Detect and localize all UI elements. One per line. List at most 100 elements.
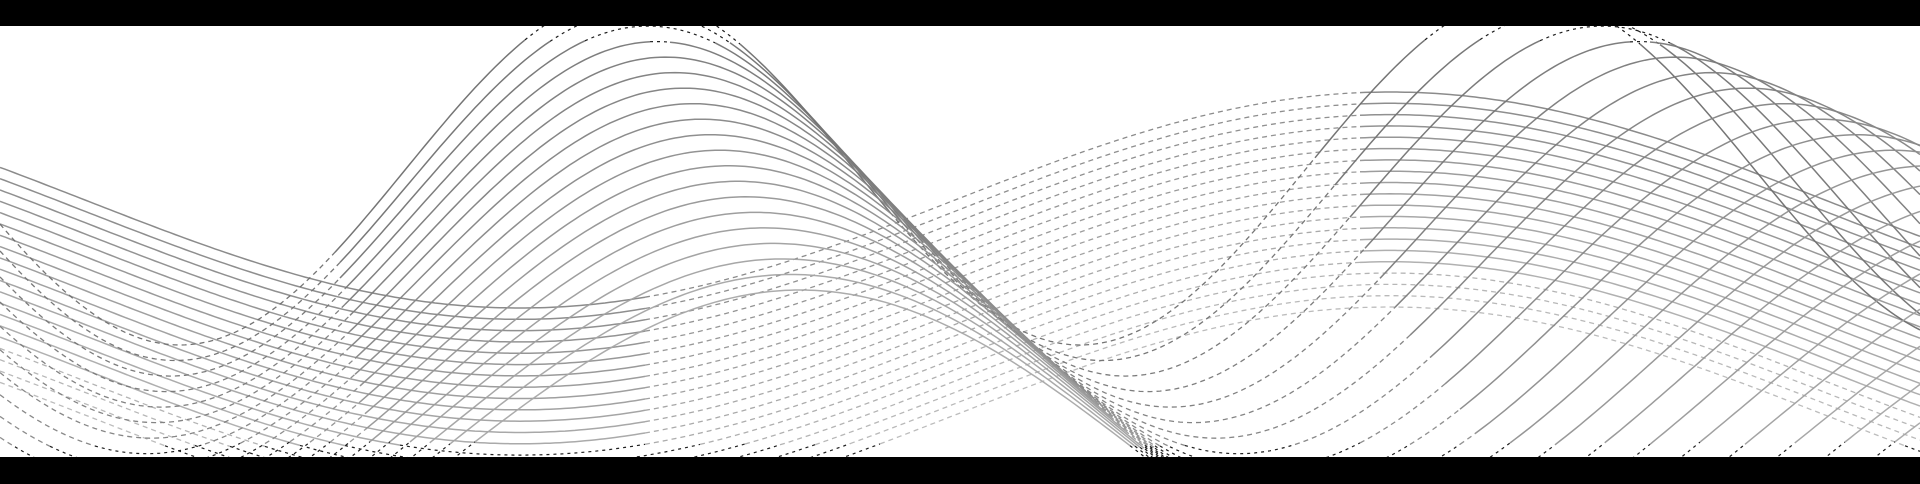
wave-line: [849, 295, 1920, 445]
wave-line: [1359, 170, 1920, 317]
wave-line: [644, 114, 1361, 321]
wave-line: [1359, 159, 1920, 305]
wave-line: [1429, 102, 1920, 359]
wave-line: [0, 250, 341, 362]
wave-line: [1554, 185, 1920, 446]
wave-line: [1604, 210, 1920, 444]
wave-line: [1844, 383, 1920, 443]
wave-line: [349, 87, 981, 332]
wave-line: [0, 370, 196, 447]
wave-line: [389, 227, 1126, 443]
wave-line: [584, 25, 716, 44]
wave-line: [1379, 56, 1920, 279]
wave-line: [1359, 227, 1920, 373]
wave-line: [339, 40, 586, 279]
wave-line: [779, 272, 1920, 446]
wave-line: [1359, 249, 1920, 396]
wave-line: [1359, 102, 1920, 249]
wave-line: [1124, 430, 1146, 448]
wave-line: [1649, 240, 1920, 445]
wave-line: [1184, 443, 1296, 455]
wave-line: [0, 177, 646, 321]
wave-line: [0, 245, 646, 388]
wave-line: [204, 346, 351, 445]
wave-line: [1074, 383, 1151, 447]
wave-line: [0, 303, 346, 408]
wave-line: [359, 149, 1046, 387]
wave-line: [699, 250, 1361, 446]
wave-line: [359, 165, 1061, 403]
wave-line: [1094, 401, 1151, 449]
wave-line: [0, 415, 51, 447]
wave-line: [339, 40, 551, 263]
wave-line: [644, 137, 1361, 344]
wave-line: [0, 279, 646, 422]
wave-line: [979, 293, 1411, 439]
wave-line: [0, 381, 166, 447]
wave-line: [1459, 433, 1476, 445]
top-letterbox-bar: [0, 0, 1920, 26]
wave-line: [0, 330, 351, 439]
wave-line: [289, 385, 361, 443]
wave-line: [1359, 125, 1920, 272]
wave-line: [1744, 308, 1920, 445]
wave-line: [474, 289, 1131, 447]
wave-line: [1409, 408, 1461, 445]
wave-line: [309, 401, 361, 443]
wave-line: [889, 157, 1316, 346]
wave-line: [1359, 383, 1446, 444]
wave-line: [1014, 326, 1171, 448]
wave-line: [1699, 273, 1920, 443]
wave-line: [1904, 445, 1920, 452]
wave-line: [369, 211, 1111, 443]
wave-line: [334, 39, 526, 253]
wave-line: [0, 288, 346, 393]
wave-line: [0, 223, 336, 346]
wave-line: [1359, 147, 1920, 294]
wave-line: [239, 357, 356, 444]
wave-line: [1794, 345, 1920, 444]
wave-line: [354, 133, 1031, 375]
wave-line: [1349, 40, 1541, 218]
wave-line: [644, 148, 1361, 355]
wave-line: [1509, 165, 1920, 444]
wave-line: [1359, 260, 1920, 407]
wave-line: [0, 276, 341, 377]
wave-line: [349, 102, 1001, 348]
wave-line: [644, 91, 1361, 298]
wave-line: [1294, 357, 1431, 446]
wave-line: [1359, 193, 1920, 339]
wave-line: [1359, 215, 1920, 362]
wave-line: [0, 257, 646, 400]
wave-line: [1894, 422, 1920, 443]
wave-line: [714, 42, 921, 240]
wave-line: [344, 40, 651, 290]
wave-line: [0, 189, 646, 332]
wave-line: [0, 234, 646, 377]
wave-line: [1109, 415, 1146, 446]
wave-line: [354, 118, 1016, 359]
wave-line: [744, 261, 1361, 445]
wave-line: [1334, 38, 1481, 186]
wave-line: [364, 180, 1076, 415]
wave-line: [399, 443, 646, 456]
wave-line: [0, 336, 301, 447]
wave-line: [1359, 238, 1920, 385]
wave-line: [1474, 149, 1920, 435]
wave-line: [0, 313, 401, 446]
wave-line: [1359, 136, 1920, 283]
wave-line: [0, 166, 646, 309]
wave-line: [1139, 444, 1146, 450]
wave-line: [0, 268, 646, 411]
wave-line: [1459, 133, 1920, 410]
wave-line: [814, 283, 1920, 446]
wave-line: [344, 56, 951, 305]
wave-line: [0, 223, 646, 366]
wave-line: [449, 273, 1136, 447]
wave-line: [1659, 43, 1920, 315]
wave-line: [669, 41, 936, 254]
wave-line: [1044, 354, 1156, 447]
wave-line: [349, 71, 966, 316]
